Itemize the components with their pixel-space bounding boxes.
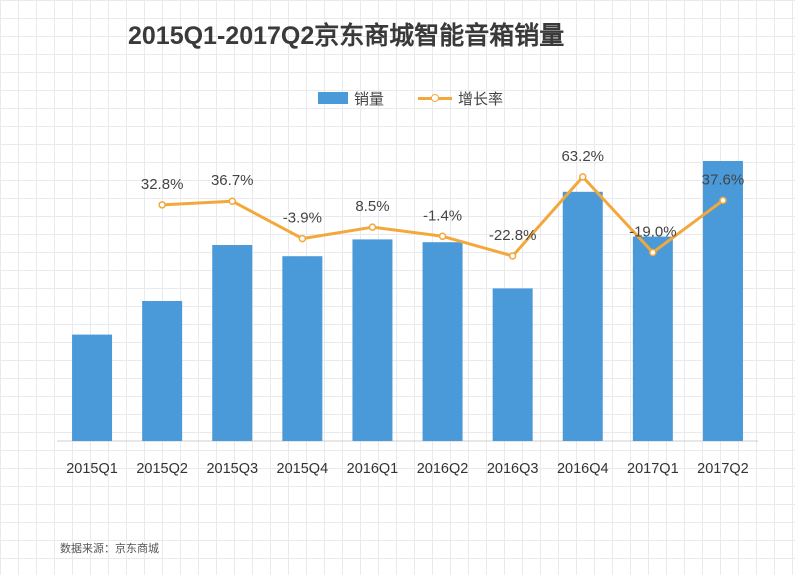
- bar-2015Q3: [212, 245, 253, 441]
- growth-point-2017Q2: [719, 196, 727, 205]
- growth-point-2016Q4: [579, 173, 587, 181]
- legend-label-growth: 增长率: [458, 90, 504, 108]
- growth-point-2016Q2: [438, 232, 447, 241]
- growth-label-2015Q4: -3.9%: [283, 210, 322, 227]
- bar-2016Q1: [352, 239, 393, 441]
- growth-label-2015Q3: 36.7%: [211, 172, 254, 189]
- data-source: 数据来源：京东商城: [60, 543, 159, 555]
- x-tick-label: 2015Q1: [66, 461, 118, 477]
- bar-2017Q2: [702, 161, 743, 441]
- growth-point-2017Q1: [649, 248, 657, 257]
- growth-label-2016Q3: -22.8%: [489, 227, 537, 244]
- growth-point-2016Q3: [508, 252, 517, 260]
- bar-2017Q1: [632, 236, 673, 441]
- x-tick-label: 2016Q4: [557, 461, 609, 477]
- legend-item-growth: 增长率: [418, 88, 503, 109]
- growth-point-2016Q1: [368, 223, 377, 231]
- growth-label-2017Q2: 37.6%: [702, 171, 745, 188]
- legend-swatch-line: [418, 92, 453, 104]
- bar-2016Q2: [422, 242, 463, 441]
- legend-item-sales: 销量: [318, 88, 384, 109]
- x-tick-label: 2015Q3: [206, 461, 258, 477]
- bar-2015Q2: [142, 301, 183, 441]
- growth-label-2016Q1: 8.5%: [355, 198, 389, 215]
- chart-title: 2015Q1-2017Q2京东商城智能音箱销量: [128, 22, 565, 50]
- bar-2015Q4: [282, 256, 323, 441]
- x-tick-label: 2017Q2: [697, 461, 749, 477]
- legend-swatch-bar: [318, 92, 348, 104]
- bar-2016Q3: [492, 288, 533, 441]
- x-tick-label: 2017Q1: [627, 461, 679, 477]
- legend-label-sales: 销量: [354, 90, 385, 108]
- legend: 销量 增长率: [318, 88, 537, 108]
- x-tick-label: 2016Q2: [417, 461, 469, 477]
- x-tick-label: 2015Q4: [277, 461, 329, 477]
- x-tick-label: 2015Q2: [136, 461, 188, 477]
- growth-label-2016Q4: 63.2%: [561, 148, 604, 165]
- bar-2015Q1: [72, 334, 113, 441]
- growth-label-2015Q2: 32.8%: [141, 176, 184, 193]
- growth-point-2015Q2: [158, 201, 166, 209]
- x-tick-label: 2016Q3: [487, 461, 539, 477]
- growth-label-2016Q2: -1.4%: [423, 207, 462, 224]
- x-tick-label: 2016Q1: [347, 461, 399, 477]
- growth-point-2015Q3: [228, 197, 236, 205]
- growth-label-2017Q1: -19.0%: [629, 223, 677, 240]
- bar-2016Q4: [562, 191, 603, 441]
- growth-point-2015Q4: [298, 234, 307, 243]
